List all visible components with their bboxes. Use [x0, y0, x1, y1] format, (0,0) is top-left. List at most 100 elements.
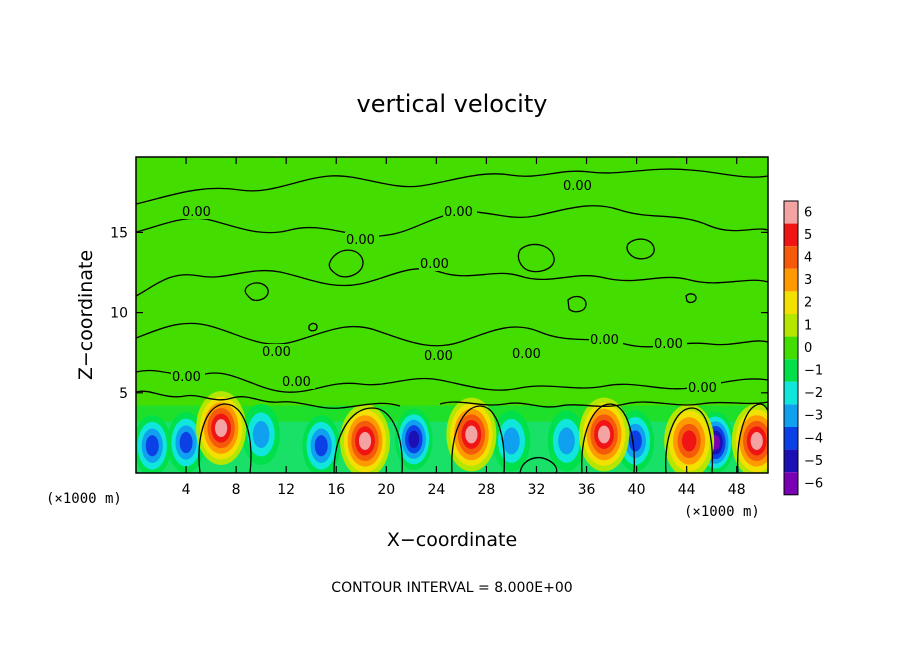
contour-interval-note: CONTOUR INTERVAL = 8.000E+00 — [331, 580, 572, 596]
updraft-contour-band — [597, 425, 611, 444]
colorbar-tick-label: −4 — [804, 431, 823, 446]
x-tick-label: 40 — [628, 482, 646, 498]
contour-label-bg — [443, 204, 477, 219]
colorbar-frame — [783, 200, 799, 496]
colorbar-tick-label: 5 — [804, 228, 812, 243]
x-tick-label: 16 — [327, 482, 345, 498]
y-axis-title: Z−coordinate — [75, 250, 97, 380]
x-unit-label-left: (×1000 m) — [46, 491, 122, 507]
x-tick-label: 28 — [478, 482, 496, 498]
contour-label: 0.00 — [262, 345, 291, 360]
y-tick-label: 5 — [119, 386, 128, 402]
contour-label: 0.00 — [590, 333, 619, 348]
colorbar-tick-label: −2 — [804, 386, 823, 401]
x-tick-label: 8 — [232, 482, 241, 498]
x-tick-label: 12 — [277, 482, 295, 498]
updraft-cell — [196, 391, 247, 465]
colorbar-swatch — [784, 223, 798, 247]
contour-label: 0.00 — [172, 370, 201, 385]
plot-frame — [135, 156, 769, 474]
contour-label-bg — [589, 332, 623, 347]
colorbar-tick-label: −1 — [804, 364, 823, 379]
contour-line — [626, 238, 655, 260]
contour-label: 0.00 — [420, 257, 449, 272]
colorbar-swatch — [784, 314, 798, 337]
colorbar-swatch — [784, 246, 798, 269]
contour-line — [439, 401, 768, 408]
updraft-cell — [579, 397, 630, 472]
contour-label-bg — [687, 380, 721, 395]
contour-label-bg — [181, 204, 215, 219]
colorbar-swatch — [784, 268, 798, 292]
updraft-contour-band — [215, 419, 228, 437]
contour-line — [244, 282, 269, 302]
colorbar-swatch — [784, 291, 798, 314]
downdraft-cell — [547, 410, 586, 472]
contour-line — [665, 407, 714, 473]
contour-label: 0.00 — [688, 381, 717, 396]
downdraft-contour-band — [503, 427, 520, 455]
colorbar-tick-label: −6 — [804, 477, 823, 492]
contour-label-bg — [261, 344, 295, 359]
x-tick-label: 24 — [427, 482, 445, 498]
colorbar: 6 5 4 3 2 1 0 −1 −2 −3 −4 −5 −6 — [783, 200, 823, 496]
downdraft-cell — [395, 408, 433, 470]
colorbar-tick-label: −5 — [804, 454, 823, 469]
downdraft-contour-band — [408, 430, 420, 449]
contour-line — [328, 249, 364, 278]
contour-line — [136, 168, 768, 205]
colorbar-swatch — [784, 449, 798, 473]
x-axis: 4 8 12 16 20 24 28 32 36 40 44 48 — [182, 157, 746, 498]
updraft-cell — [446, 397, 497, 472]
updraft-cell — [731, 404, 768, 473]
contour-label-bg — [345, 232, 379, 247]
colorbar-swatch — [784, 427, 798, 450]
contour-label: 0.00 — [346, 233, 375, 248]
contour-line — [519, 457, 558, 473]
contour-line — [136, 390, 401, 409]
x-tick-label: 4 — [182, 482, 191, 498]
downdraft-cell — [302, 415, 341, 473]
contour-labels: 0.00 0.00 0.00 0.00 0.00 0.00 0.00 0.00 0.00 0.00… — [171, 178, 721, 396]
contour-line — [451, 405, 505, 473]
x-tick-label: 48 — [728, 482, 746, 498]
x-unit-label-right: (×1000 m) — [684, 504, 760, 520]
downdraft-contour-band — [179, 431, 193, 454]
downdraft-contour-band — [252, 421, 270, 449]
contour-label-bg — [281, 374, 315, 389]
downdraft-cell — [136, 415, 172, 473]
downdraft-contour-band — [145, 435, 159, 457]
contour-label-bg — [562, 178, 596, 193]
colorbar-tick-label: 6 — [804, 205, 812, 220]
contour-label: 0.00 — [563, 179, 592, 194]
downdraft-cell — [242, 404, 280, 466]
contour-label-bg — [653, 336, 687, 351]
contour-line — [685, 293, 697, 304]
chart-title: vertical velocity — [357, 90, 548, 118]
colorbar-tick-label: 3 — [804, 273, 812, 288]
contour-line — [333, 407, 403, 473]
colorbar-tick-label: 4 — [804, 251, 812, 266]
updraft-cell — [340, 404, 391, 473]
x-axis-title: X−coordinate — [387, 529, 517, 551]
contour-label: 0.00 — [512, 347, 541, 362]
y-tick-label: 15 — [110, 225, 128, 241]
colorbar-tick-label: −3 — [804, 409, 823, 424]
colorbar-swatch — [784, 381, 798, 405]
x-tick-label: 20 — [377, 482, 395, 498]
downdraft-contour-band — [558, 427, 575, 455]
velocity-field — [136, 391, 768, 473]
contour-line — [737, 403, 768, 473]
contour-label-bg — [423, 348, 457, 363]
downdraft-contour-band — [314, 435, 328, 457]
colorbar-swatch — [784, 359, 798, 382]
contour-line — [567, 295, 587, 313]
contour-label-bg — [171, 369, 205, 384]
updraft-contour-band — [465, 425, 478, 444]
updraft-cell — [664, 404, 715, 473]
contour-label-bg — [419, 256, 453, 271]
plot-area: 0.00 0.00 0.00 0.00 0.00 0.00 0.00 0.00 0.00 0.00… — [135, 156, 769, 474]
contour-line — [136, 268, 768, 297]
colorbar-tick-label: 0 — [804, 341, 812, 356]
